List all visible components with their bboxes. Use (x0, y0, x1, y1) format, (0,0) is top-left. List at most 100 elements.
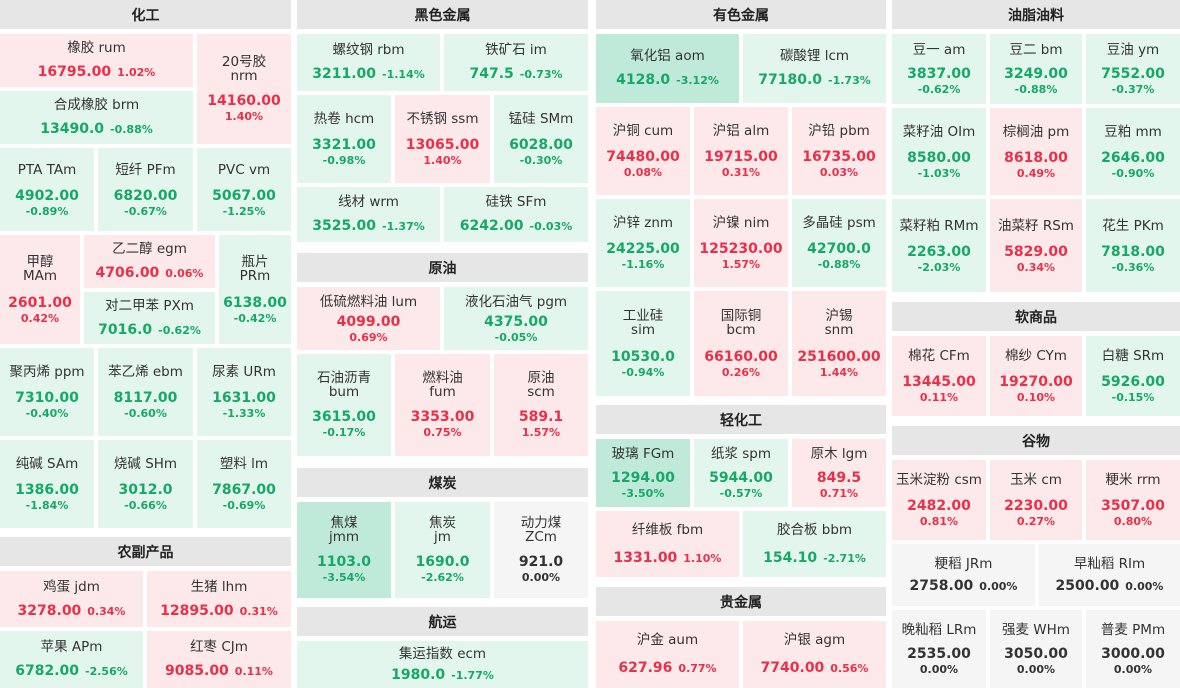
tile-ecm[interactable]: 集运指数 ecm 1980.0 -1.77% (297, 641, 588, 688)
tile-lgm[interactable]: 原木 lgm 849.5 0.71% (792, 439, 886, 507)
tile-cum[interactable]: 沪铜 cum 74480.00 0.08% (596, 107, 690, 195)
tile-aom[interactable]: 氧化铝 aom 4128.0 -3.12% (596, 34, 739, 103)
tile-bum[interactable]: 石油沥青 bum 3615.00 -0.17% (297, 354, 391, 456)
tile-price: 6782.00 (15, 663, 80, 679)
tile-cjm[interactable]: 红枣 CJm 9085.00 0.11% (147, 631, 291, 688)
tile-sim[interactable]: 工业硅 sim 10530.0 -0.94% (596, 291, 690, 396)
tile-change: -2.62% (421, 571, 464, 584)
tile-lrm[interactable]: 晚籼稻 LRm 2535.00 0.00% (892, 610, 986, 688)
tile-prm[interactable]: 瓶片 PRm 6138.00 -0.42% (219, 235, 291, 344)
tile-spm[interactable]: 纸浆 spm 5944.00 -0.57% (694, 439, 788, 507)
tile-name: 沪锌 znm (612, 215, 674, 231)
tile-price: 1294.00 (611, 470, 675, 486)
tile-cm[interactable]: 玉米 cm 2230.00 0.27% (990, 460, 1082, 540)
tile-rsm[interactable]: 油菜籽 RSm 5829.00 0.34% (990, 199, 1082, 292)
tile-name: 白糖 SRm (1101, 348, 1165, 364)
tile-ebm[interactable]: 苯乙烯 ebm 8117.00 -0.60% (98, 348, 193, 436)
tile-ssm[interactable]: 不锈钢 ssm 13065.00 1.40% (395, 95, 490, 183)
tile-rbm[interactable]: 螺纹钢 rbm 3211.00 -1.14% (297, 34, 440, 91)
tile-jrm[interactable]: 粳稻 JRm 2758.00 0.00% (892, 544, 1035, 606)
tile-change: 0.75% (423, 426, 462, 439)
tile-name: 硅铁 SFm (485, 194, 547, 210)
tile-nrm[interactable]: 20号胶 nrm 14160.00 1.40% (197, 34, 291, 144)
tile-smm[interactable]: 锰硅 SMm 6028.00 -0.30% (494, 95, 588, 183)
section-header-oils: 油脂油料 (892, 0, 1180, 29)
tile-wrm[interactable]: 线材 wrm 3525.00 -1.37% (297, 187, 440, 242)
tile-change: -0.90% (1111, 166, 1155, 180)
tile-pfm[interactable]: 短纤 PFm 6820.00 -0.67% (98, 148, 193, 231)
tile-am[interactable]: 豆一 am 3837.00 -0.62% (892, 34, 986, 104)
tile-zcm[interactable]: 动力煤 ZCm 921.0 0.00% (494, 502, 588, 598)
tile-price: 125230.00 (699, 241, 783, 257)
tile-lhm[interactable]: 生猪 lhm 12895.00 0.31% (147, 571, 291, 627)
tile-whm[interactable]: 强麦 WHm 3050.00 0.00% (990, 610, 1082, 688)
tile-price: 154.10 (763, 549, 818, 566)
tile-name: 沪金 aum (636, 632, 699, 648)
tile-pkm[interactable]: 花生 PKm 7818.00 -0.36% (1086, 199, 1180, 292)
tile-change: -0.05% (494, 330, 538, 344)
tile-name: 粳稻 JRm (934, 555, 993, 572)
tile-name: 玻璃 FGm (611, 446, 675, 462)
tile-fum[interactable]: 燃料油 fum 3353.00 0.75% (395, 354, 490, 456)
tile-tam[interactable]: PTA TAm 4902.00 -0.89% (0, 148, 94, 231)
tile-im[interactable]: 铁矿石 im 747.5 -0.73% (444, 34, 588, 91)
tile-mm[interactable]: 豆粕 mm 2646.00 -0.90% (1086, 108, 1180, 195)
tile-pgm[interactable]: 液化石油气 pgm 4375.00 -0.05% (444, 287, 588, 350)
tile-mam[interactable]: 甲醇 MAm 2601.00 0.42% (0, 235, 80, 344)
tile-bm[interactable]: 豆二 bm 3249.00 -0.88% (990, 34, 1082, 104)
tile-ppm[interactable]: 聚丙烯 ppm 7310.00 -0.40% (0, 348, 94, 436)
tile-csm[interactable]: 玉米淀粉 csm 2482.00 0.81% (892, 460, 986, 540)
tile-brm[interactable]: 合成橡胶 brm 13490.0 -0.88% (0, 91, 193, 144)
tile-pmm[interactable]: 普麦 PMm 3000.00 0.00% (1086, 610, 1180, 688)
tile-change: -0.42% (233, 311, 277, 325)
tile-agm[interactable]: 沪银 agm 7740.00 0.56% (743, 621, 886, 688)
tile-scm[interactable]: 原油 scm 589.1 1.57% (494, 354, 588, 456)
tile-snm[interactable]: 沪锡 snm 251600.00 1.44% (792, 291, 886, 396)
tile-sfm[interactable]: 硅铁 SFm 6242.00 -0.03% (444, 187, 588, 242)
tile-lcm[interactable]: 碳酸锂 lcm 77180.0 -1.73% (743, 34, 886, 103)
tile-name-code: sim (631, 321, 655, 338)
tile-name: 生猪 lhm (190, 578, 248, 595)
tile-fbm[interactable]: 纤维板 fbm 1331.00 1.10% (596, 511, 739, 577)
tile-oim[interactable]: 菜籽油 OIm 8580.00 -1.03% (892, 108, 986, 195)
tile-change: -2.03% (917, 260, 961, 274)
tile-rim[interactable]: 早籼稻 RIm 2500.00 0.00% (1039, 544, 1180, 606)
tile-cfm[interactable]: 棉花 CFm 13445.00 0.11% (892, 336, 986, 416)
tile-bcm[interactable]: 国际铜 bcm 66160.00 0.26% (694, 291, 788, 396)
tile-srm[interactable]: 白糖 SRm 5926.00 -0.15% (1086, 336, 1180, 416)
tile-shm[interactable]: 烧碱 SHm 3012.0 -0.66% (98, 440, 193, 528)
tile-hcm[interactable]: 热卷 hcm 3321.00 -0.98% (297, 95, 391, 183)
tile-egm[interactable]: 乙二醇 egm 4706.00 0.06% (84, 235, 215, 288)
tile-rum[interactable]: 橡胶 rum 16795.00 1.02% (0, 34, 193, 87)
tile-change: -0.15% (1111, 391, 1155, 404)
tile-alm[interactable]: 沪铝 alm 19715.00 0.31% (694, 107, 788, 195)
tile-aum[interactable]: 沪金 aum 627.96 0.77% (596, 621, 739, 688)
tile-jmm[interactable]: 焦煤 jmm 1103.0 -3.54% (297, 502, 391, 598)
tile-pxm[interactable]: 对二甲苯 PXm 7016.0 -0.62% (84, 292, 215, 344)
tile-bbm[interactable]: 胶合板 bbm 154.10 -2.71% (743, 511, 886, 577)
tile-urm[interactable]: 尿素 URm 1631.00 -1.33% (197, 348, 291, 436)
tile-rrm[interactable]: 粳米 rrm 3507.00 0.80% (1086, 460, 1180, 540)
tile-jm[interactable]: 焦炭 jm 1690.0 -2.62% (395, 502, 490, 598)
tile-price: 24225.00 (606, 241, 680, 257)
tile-lum[interactable]: 低硫燃料油 lum 4099.00 0.69% (297, 287, 440, 350)
tile-pm[interactable]: 棕榈油 pm 8618.00 0.49% (990, 108, 1082, 195)
tile-rmm[interactable]: 菜籽粕 RMm 2263.00 -2.03% (892, 199, 986, 292)
tile-znm[interactable]: 沪锌 znm 24225.00 -1.16% (596, 199, 690, 287)
tile-fgm[interactable]: 玻璃 FGm 1294.00 -3.50% (596, 439, 690, 507)
tile-price: 3211.00 (312, 66, 377, 82)
tile-price: 3050.00 (1004, 646, 1068, 662)
tile-cym[interactable]: 棉纱 CYm 19270.00 0.10% (990, 336, 1082, 416)
tile-jdm[interactable]: 鸡蛋 jdm 3278.00 0.34% (0, 571, 143, 627)
tile-name-code: fum (429, 384, 456, 400)
tile-psm[interactable]: 多晶硅 psm 42700.0 -0.88% (792, 199, 886, 287)
tile-apm[interactable]: 苹果 APm 6782.00 -2.56% (0, 631, 143, 688)
tile-vm[interactable]: PVC vm 5067.00 -1.25% (197, 148, 291, 231)
tile-pbm[interactable]: 沪铅 pbm 16735.00 0.03% (792, 107, 886, 195)
tile-lm[interactable]: 塑料 lm 7867.00 -0.69% (197, 440, 291, 528)
tile-nim[interactable]: 沪镍 nim 125230.00 1.57% (694, 199, 788, 287)
tile-sam[interactable]: 纯碱 SAm 1386.00 -1.84% (0, 440, 94, 528)
tile-ym[interactable]: 豆油 ym 7552.00 -0.37% (1086, 34, 1180, 104)
tile-name-cn: 焦煤 (330, 515, 358, 531)
tile-name-code: ZCm (525, 529, 557, 545)
